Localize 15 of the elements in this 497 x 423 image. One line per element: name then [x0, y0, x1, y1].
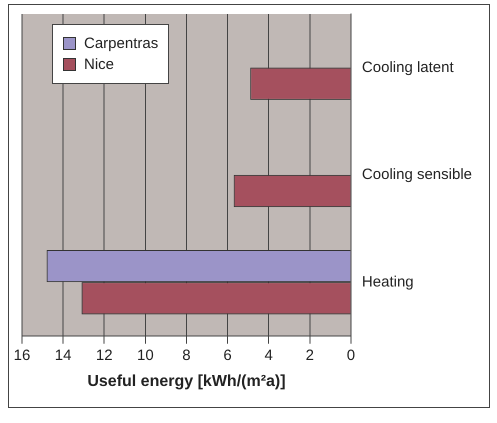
x-tick-label: 6	[223, 346, 232, 364]
x-tick-label: 0	[346, 346, 356, 364]
legend-label: Nice	[83, 56, 116, 73]
x-axis-title: Useful energy [kWh/(m²a)]	[87, 372, 286, 390]
x-tick-label: 10	[137, 346, 154, 364]
x-tick-label: 4	[264, 346, 273, 364]
y-tick-label: Heating	[362, 273, 414, 290]
y-tick-label: Cooling latent	[362, 58, 454, 76]
x-tick-label: 16	[14, 346, 30, 364]
y-tick-label: Cooling sensible	[362, 166, 472, 184]
x-tick-label: 8	[182, 346, 191, 364]
x-tick-label: 14	[54, 346, 72, 364]
legend-label: Carpentras	[83, 35, 158, 52]
x-tick-label: 2	[306, 346, 314, 364]
x-tick-label: 12	[96, 346, 113, 364]
